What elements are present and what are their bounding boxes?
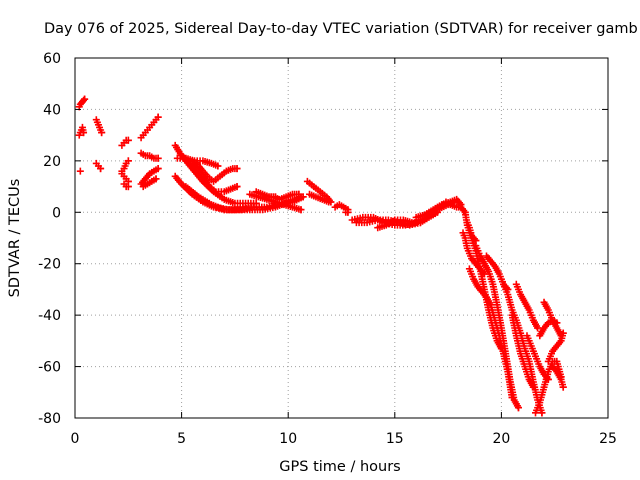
y-tick-label: -60: [38, 360, 61, 376]
data-point: [538, 409, 546, 417]
x-tick-label: 25: [599, 431, 617, 447]
x-tick-label: 15: [386, 431, 404, 447]
y-tick-label: -80: [38, 411, 61, 427]
data-point: [80, 129, 88, 137]
series-arc-22h-c: [544, 329, 567, 365]
series-arc-early-a: [75, 95, 89, 111]
x-tick-label: 20: [492, 431, 510, 447]
data-point: [529, 383, 537, 391]
series-arc-2h-d: [120, 180, 132, 191]
y-axis-label: SDTVAR / TECUs: [7, 179, 23, 298]
data-point: [97, 165, 105, 173]
series-arc-2h-c: [118, 170, 132, 185]
series-arc-1h-a: [92, 116, 106, 137]
x-axis-label: GPS time / hours: [279, 459, 400, 475]
series-arc-early-b: [75, 123, 88, 139]
data-point: [154, 113, 162, 121]
y-tick-label: 0: [52, 205, 61, 221]
series-arc-early-c: [76, 167, 84, 175]
data-point: [325, 198, 333, 206]
y-tick-label: -40: [38, 308, 61, 324]
x-tick-label: 5: [177, 431, 186, 447]
data-point: [98, 129, 106, 137]
data-point: [295, 190, 303, 198]
series-arc-21h-c: [532, 357, 565, 417]
data-point: [124, 136, 132, 144]
series-arc-2h-b: [118, 157, 132, 175]
series-arc-6h-a: [190, 157, 241, 185]
data-point: [124, 157, 132, 165]
series-arc-20h-b: [508, 311, 537, 391]
data-point: [534, 324, 542, 332]
series-arc-15h-a: [412, 195, 465, 221]
data-point: [559, 329, 567, 337]
series-arc-4h-a: [171, 141, 260, 207]
data-point: [233, 183, 241, 191]
data-point: [559, 383, 567, 391]
x-tick-labels: 0 5 10 15 20 25: [71, 431, 617, 447]
series-arc-21h-a: [512, 280, 542, 332]
series-arc-22h-d: [549, 363, 567, 391]
data-point: [81, 95, 89, 103]
series-arc-14h-a: [374, 208, 441, 232]
series-arc-19h-b: [472, 242, 522, 412]
data-point: [152, 175, 160, 183]
data-point: [233, 165, 241, 173]
data-point: [514, 404, 522, 412]
series-arc-3h-a: [137, 113, 162, 142]
data-point: [154, 154, 162, 162]
y-tick-label: 40: [43, 102, 61, 118]
series-arc-11h-b: [306, 190, 333, 206]
data-point: [299, 193, 307, 201]
data-point: [344, 208, 352, 216]
y-tick-label: -20: [38, 257, 61, 273]
series-arc-18h-b: [459, 229, 488, 278]
series-arc-2h-a: [118, 136, 132, 149]
x-tick-label: 0: [71, 431, 80, 447]
data-points: [75, 95, 567, 417]
series-arc-7h-a: [212, 193, 307, 214]
y-tick-label: 20: [43, 154, 61, 170]
data-point: [124, 183, 132, 191]
grid-lines: [75, 58, 608, 418]
axis-ticks: [74, 57, 609, 419]
chart-title: Day 076 of 2025, Sidereal Day-to-day VTE…: [44, 21, 638, 37]
series-arc-18h-c: [463, 219, 480, 245]
data-point: [76, 167, 84, 175]
x-tick-label: 10: [279, 431, 297, 447]
series-arc-1h-b: [92, 159, 105, 173]
y-tick-label: 60: [43, 51, 61, 67]
data-point: [214, 162, 222, 170]
y-tick-labels: 60 40 20 0 -20 -40 -60 -80: [38, 51, 61, 427]
series-arc-3h-b: [137, 149, 162, 162]
series-arc-12h-b: [342, 208, 352, 216]
plot-frame: [74, 57, 609, 419]
data-point: [80, 96, 88, 104]
series-arc-3h-d: [139, 175, 160, 191]
data-point: [154, 165, 162, 173]
series-arc-9h-a: [263, 190, 303, 203]
data-point: [297, 206, 305, 214]
